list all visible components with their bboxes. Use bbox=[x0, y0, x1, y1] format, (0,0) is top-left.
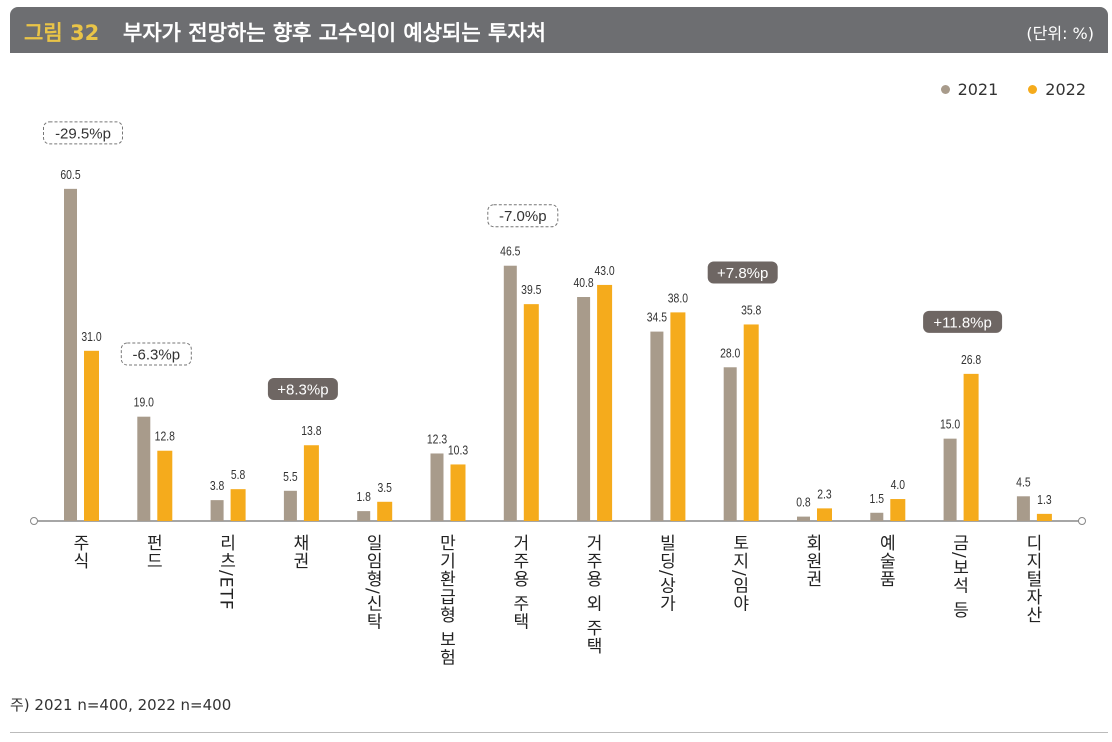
data-label: 12.3 bbox=[427, 432, 448, 446]
data-label: 13.8 bbox=[301, 424, 322, 438]
bar-2021 bbox=[210, 500, 224, 521]
data-label: 5.8 bbox=[231, 468, 246, 482]
annotation-label: +8.3%p bbox=[277, 382, 328, 399]
data-label: 0.8 bbox=[796, 496, 811, 510]
x-tick-label: 일임형/신탁 bbox=[362, 534, 383, 631]
x-tick-label: 펀드 bbox=[142, 534, 163, 570]
bar-2021 bbox=[430, 453, 444, 521]
bar-2021 bbox=[64, 188, 77, 522]
bar-2022 bbox=[377, 501, 393, 521]
legend-item-2022: 2022 bbox=[1028, 80, 1086, 99]
axis-end-icon bbox=[1078, 517, 1086, 525]
data-label: 3.8 bbox=[210, 479, 225, 493]
x-tick-label: 채권 bbox=[288, 534, 309, 570]
bar-2022 bbox=[963, 373, 979, 521]
legend-dot-icon bbox=[1028, 85, 1038, 94]
annotation-label: +11.8%p bbox=[933, 314, 992, 331]
data-label: 10.3 bbox=[448, 443, 469, 457]
data-label: 34.5 bbox=[647, 311, 668, 325]
bar-2021 bbox=[870, 512, 884, 521]
chart-title: 부자가 전망하는 향후 고수익이 예상되는 투자처 bbox=[123, 21, 546, 45]
bar-2022 bbox=[84, 350, 99, 521]
bar-2021 bbox=[577, 297, 591, 521]
bar-2022 bbox=[450, 464, 466, 521]
footnote: 주) 2021 n=400, 2022 n=400 bbox=[10, 696, 232, 714]
data-label: 40.8 bbox=[573, 276, 594, 290]
annotation-box bbox=[923, 310, 1003, 333]
annotation-label: -6.3%p bbox=[133, 347, 181, 364]
unit-label: (단위: %) bbox=[1026, 24, 1094, 43]
x-tick-label: 빌딩/상가 bbox=[655, 534, 676, 613]
data-label: 1.3 bbox=[1037, 493, 1052, 507]
x-tick-label: 토지/임야 bbox=[728, 534, 749, 613]
x-tick-label: 거주용 외 주택 bbox=[582, 534, 603, 655]
bar-2022 bbox=[890, 499, 906, 521]
bar-2021 bbox=[943, 438, 957, 521]
bar-2022 bbox=[670, 312, 686, 521]
bar-2021 bbox=[357, 511, 371, 521]
bar-2021 bbox=[503, 265, 517, 521]
data-label: 39.5 bbox=[521, 283, 542, 297]
data-label: 38.0 bbox=[668, 291, 689, 305]
divider bbox=[10, 732, 1108, 733]
data-label: 4.5 bbox=[1016, 475, 1031, 489]
axis-end-icon bbox=[30, 517, 38, 525]
bar-2022 bbox=[230, 489, 246, 521]
data-label: 60.5 bbox=[60, 168, 81, 182]
bar-2021 bbox=[650, 331, 664, 521]
data-label: 26.8 bbox=[961, 353, 982, 367]
x-tick-label: 리츠/ETF bbox=[215, 534, 236, 611]
legend: 2021 2022 bbox=[940, 80, 1086, 99]
data-label: 15.0 bbox=[940, 418, 961, 432]
data-label: 19.0 bbox=[134, 396, 155, 410]
annotation-label: -29.5%p bbox=[55, 125, 111, 142]
x-tick-label: 디지털자산 bbox=[1021, 534, 1042, 624]
figure-header: 그림 32 부자가 전망하는 향후 고수익이 예상되는 투자처 (단위: %) bbox=[10, 7, 1108, 53]
data-label: 31.0 bbox=[81, 330, 102, 344]
bar-2021 bbox=[283, 490, 297, 521]
bar-2022 bbox=[743, 324, 759, 521]
x-tick-label: 거주용 주택 bbox=[508, 534, 529, 631]
annotation-box bbox=[43, 121, 123, 145]
figure-number: 그림 32 bbox=[24, 21, 100, 45]
bar-2022 bbox=[817, 508, 832, 521]
bar-2022 bbox=[157, 450, 173, 521]
data-label: 1.5 bbox=[870, 492, 885, 506]
x-tick-label: 만기환급형 보험 bbox=[435, 534, 456, 667]
data-label: 12.8 bbox=[155, 430, 176, 444]
data-label: 43.0 bbox=[594, 264, 615, 278]
bar-2021 bbox=[137, 416, 151, 521]
annotation-box bbox=[707, 261, 778, 284]
x-tick-label: 예술품 bbox=[875, 534, 896, 588]
data-label: 28.0 bbox=[720, 346, 741, 360]
bar-2021 bbox=[723, 367, 737, 521]
data-label: 35.8 bbox=[741, 303, 762, 317]
x-tick-label: 주식 bbox=[69, 534, 89, 570]
bar-2021 bbox=[797, 516, 810, 521]
annotation-box bbox=[120, 342, 192, 366]
bar-2022 bbox=[523, 304, 539, 521]
data-label: 4.0 bbox=[891, 478, 906, 492]
bar-2022 bbox=[303, 445, 319, 521]
annotation-label: +7.8%p bbox=[717, 265, 768, 282]
legend-dot-icon bbox=[940, 85, 950, 94]
data-label: 46.5 bbox=[500, 245, 521, 259]
legend-item-2021: 2021 bbox=[940, 80, 998, 99]
data-label: 2.3 bbox=[817, 487, 832, 501]
data-label: 1.8 bbox=[356, 490, 371, 504]
data-label: 3.5 bbox=[377, 481, 392, 495]
x-tick-label: 금/보석 등 bbox=[948, 534, 969, 620]
annotation-label: -7.0%p bbox=[499, 208, 547, 225]
annotation-box bbox=[267, 378, 338, 400]
annotation-box bbox=[487, 204, 559, 228]
bar-2021 bbox=[1016, 496, 1030, 521]
x-tick-label: 회원권 bbox=[802, 534, 822, 588]
bar-2022 bbox=[597, 284, 613, 521]
data-label: 5.5 bbox=[283, 470, 298, 484]
bar-2022 bbox=[1036, 513, 1052, 521]
